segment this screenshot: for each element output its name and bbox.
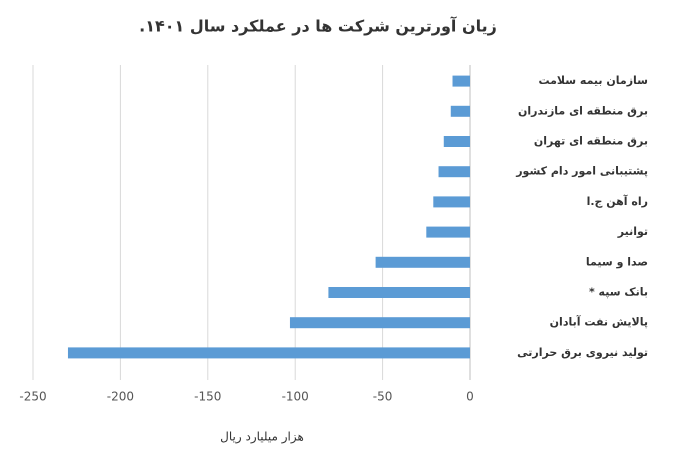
x-tick-label: 0 xyxy=(466,390,474,404)
y-tick-label: توانیر xyxy=(617,225,648,238)
y-tick-label: پشتیبانی امور دام کشور xyxy=(515,165,648,178)
bar xyxy=(450,105,470,117)
y-tick-label: برق منطقه ای تهران xyxy=(534,135,648,148)
bar xyxy=(438,166,470,178)
x-tick-label: -250 xyxy=(19,390,46,404)
bar xyxy=(289,317,470,329)
x-axis-label: هزار میلیارد ریال xyxy=(220,430,304,445)
y-tick-label: برق منطقه ای مازندران xyxy=(518,104,648,117)
y-tick-label: صدا و سیما xyxy=(586,255,648,268)
bar xyxy=(452,75,470,87)
bar xyxy=(328,287,470,298)
y-tick-label: سازمان بیمه سلامت xyxy=(538,74,648,87)
y-tick-label: پالایش نفت آبادان xyxy=(550,315,648,329)
y-tick-label: بانک سپه * xyxy=(589,286,648,299)
y-tick-label: تولید نیروی برق حرارتی xyxy=(517,346,648,359)
bar xyxy=(433,196,470,208)
bar xyxy=(426,226,470,238)
x-tick-label: -50 xyxy=(373,390,393,404)
chart-title: زیان آورترین شرکت ها در عملکرد سال ۱۴۰۱. xyxy=(139,16,497,36)
x-tick-label: -150 xyxy=(194,390,221,404)
x-tick-label: -100 xyxy=(282,390,309,404)
bar xyxy=(67,347,471,359)
x-tick-label: -200 xyxy=(107,390,134,404)
bar xyxy=(375,256,470,268)
y-tick-label: راه آهن ج.ا xyxy=(587,194,648,209)
bar xyxy=(443,136,470,147)
